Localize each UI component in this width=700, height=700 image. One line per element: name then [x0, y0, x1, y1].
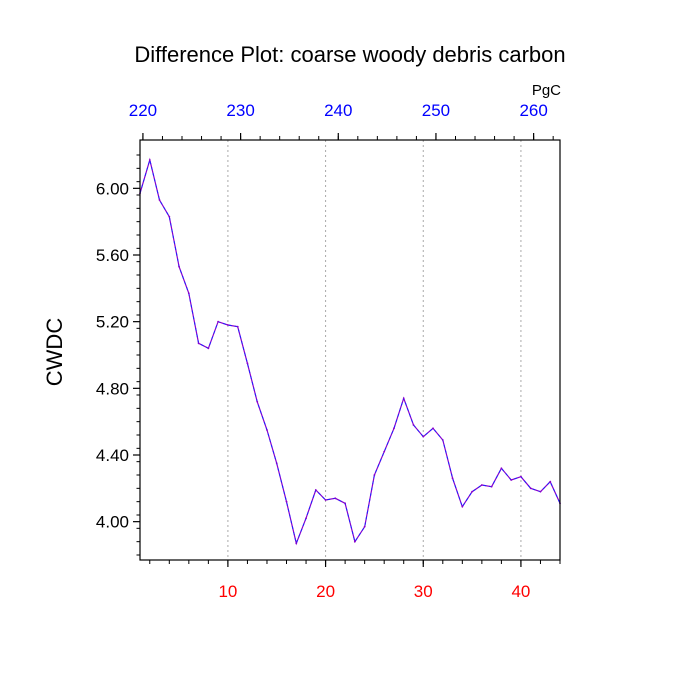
- x-tick-label: 40: [511, 582, 530, 601]
- y-tick-label: 4.40: [96, 446, 129, 465]
- top-tick-label: 230: [226, 101, 254, 120]
- data-point: [353, 540, 356, 543]
- data-point: [412, 424, 415, 426]
- plot-frame: [139, 139, 561, 561]
- grid-lines: [227, 140, 522, 560]
- data-point: [422, 435, 425, 438]
- data-point: [490, 485, 493, 488]
- x-tick-label: 20: [316, 582, 335, 601]
- y-tick-label: 4.80: [96, 379, 129, 398]
- data-point: [246, 362, 249, 365]
- data-point: [168, 215, 171, 218]
- top-tick-label: 220: [129, 101, 157, 120]
- data-point: [314, 489, 317, 491]
- data-point: [529, 487, 532, 490]
- chart-title: Difference Plot: coarse woody debris car…: [134, 42, 565, 67]
- data-point: [256, 400, 259, 403]
- series-line-dashed: [139, 158, 561, 545]
- data-series: [139, 157, 561, 546]
- data-point: [275, 462, 278, 465]
- data-point: [217, 320, 220, 323]
- data-point: [197, 342, 200, 345]
- data-point: [549, 480, 552, 483]
- data-point: [539, 490, 542, 493]
- data-point: [461, 505, 464, 508]
- series-line: [139, 157, 561, 546]
- data-point: [187, 292, 190, 295]
- top-axis-units: PgC: [532, 82, 561, 99]
- data-point: [305, 517, 307, 520]
- data-point: [344, 502, 347, 505]
- data-point: [480, 484, 483, 486]
- x-axis-top-ticks: 220 230 240 250 260: [129, 101, 554, 140]
- y-axis-ticks: 4.00 4.40 4.80 5.20 5.60 6.00: [96, 154, 140, 556]
- data-point: [295, 542, 298, 545]
- data-point: [148, 159, 151, 161]
- data-point: [207, 347, 210, 350]
- data-point: [432, 427, 434, 430]
- data-point: [236, 325, 239, 328]
- data-point: [393, 427, 395, 430]
- x-axis-bottom-ticks: 10 20 30 40: [149, 560, 561, 601]
- data-point: [285, 500, 288, 503]
- top-tick-label: 260: [519, 101, 547, 120]
- y-tick-label: 4.00: [96, 513, 129, 532]
- data-point: [451, 477, 454, 480]
- y-tick-label: 5.60: [96, 246, 129, 265]
- y-tick-label: 6.00: [96, 179, 129, 198]
- data-point: [441, 439, 444, 441]
- data-point: [158, 199, 161, 201]
- data-point: [334, 497, 337, 500]
- data-point: [510, 479, 513, 481]
- data-point: [266, 429, 268, 431]
- top-tick-label: 250: [422, 101, 450, 120]
- x-tick-label: 30: [414, 582, 433, 601]
- data-point: [520, 475, 522, 478]
- data-point: [227, 324, 229, 326]
- data-point: [402, 397, 405, 400]
- y-tick-label: 5.20: [96, 313, 129, 332]
- y-axis-label: CWDC: [42, 318, 67, 387]
- data-point: [178, 265, 180, 268]
- top-tick-label: 240: [324, 101, 352, 120]
- data-point: [363, 525, 366, 528]
- x-tick-label: 10: [218, 582, 237, 601]
- data-point: [383, 450, 386, 453]
- data-point: [373, 474, 376, 476]
- data-point: [471, 490, 473, 493]
- data-point: [500, 467, 503, 470]
- data-point: [324, 499, 327, 501]
